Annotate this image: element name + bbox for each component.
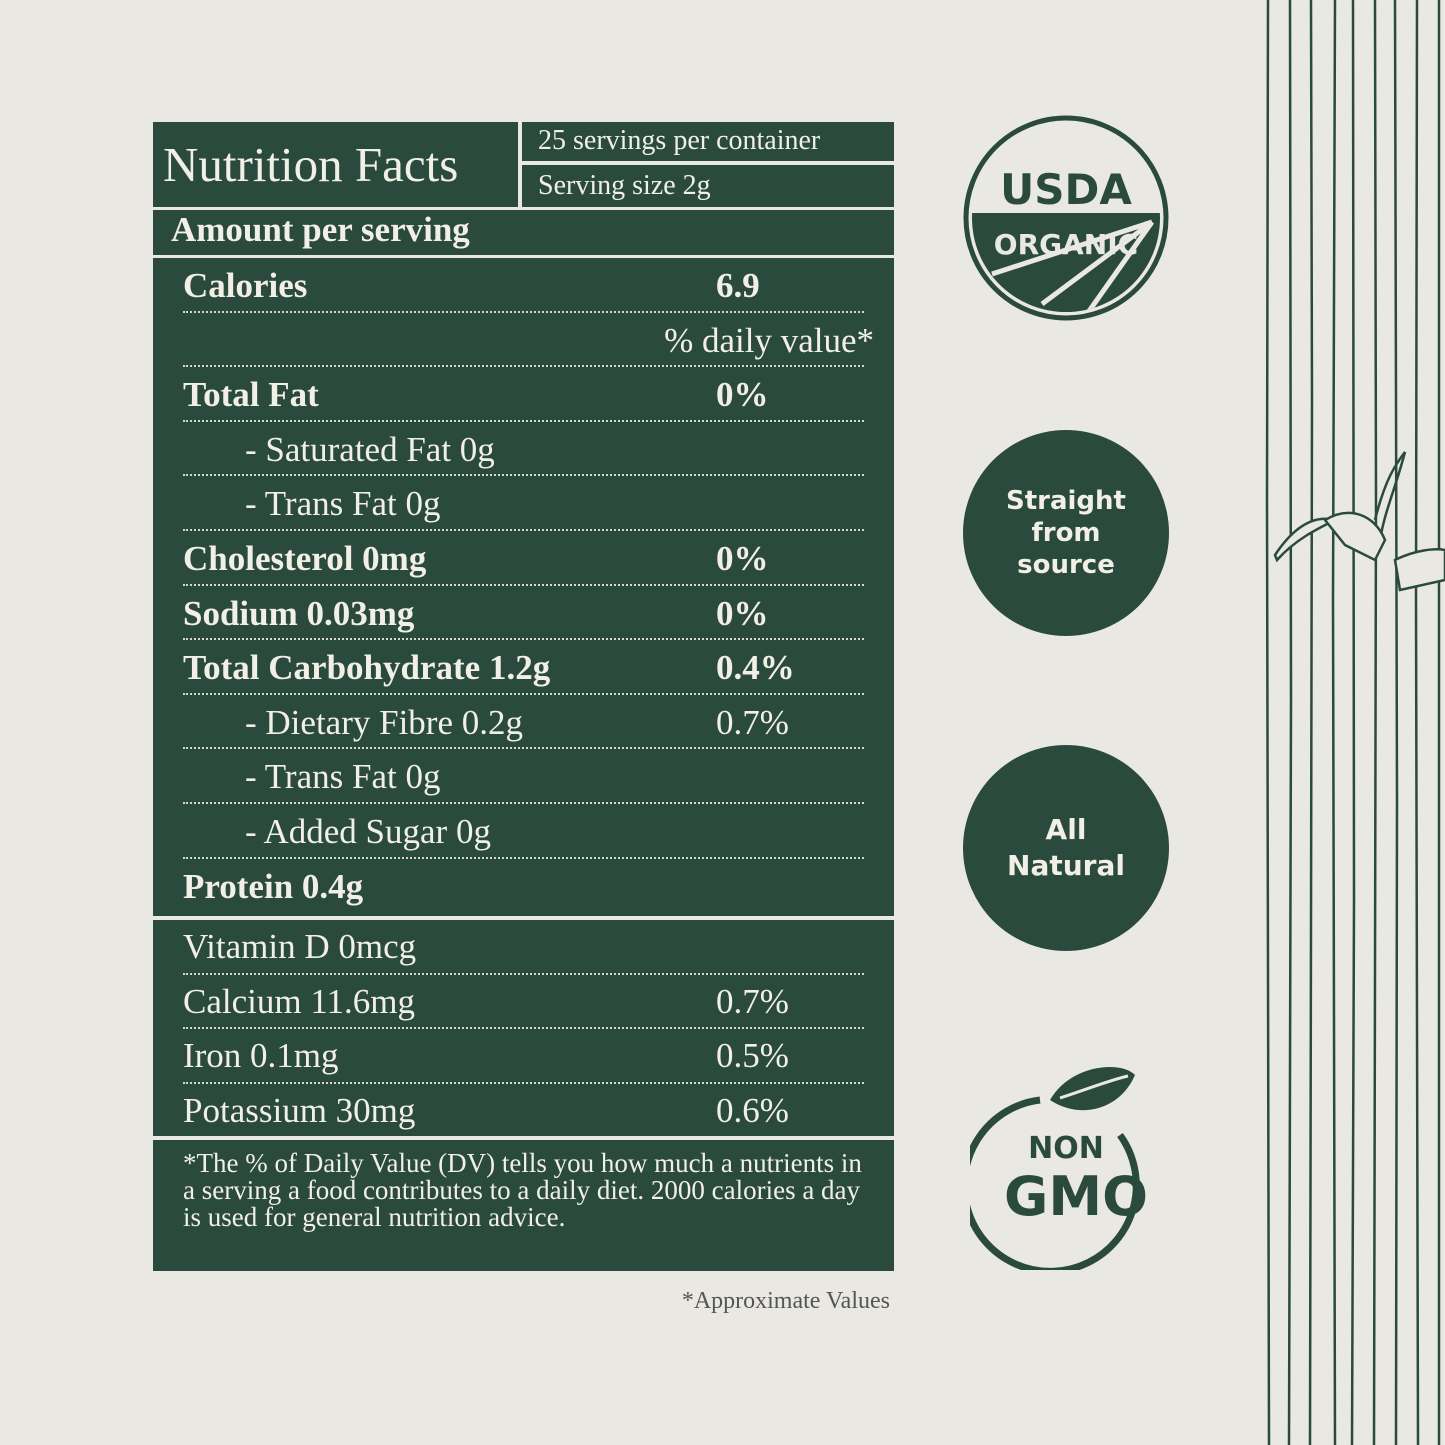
nutrient-row: Cholesterol 0mg 0% xyxy=(183,531,864,586)
badge-line: source xyxy=(1017,550,1115,580)
nutrient-label: Total Fat xyxy=(183,375,319,415)
nutrient-row: Potassium 30mg 0.6% xyxy=(183,1084,864,1139)
nutrient-label: Cholesterol 0mg xyxy=(183,538,427,578)
nutrient-row: Total Fat 0% xyxy=(183,367,864,422)
all-natural-badge: All Natural xyxy=(963,745,1169,951)
badge-line: All xyxy=(1045,813,1087,846)
nutrient-value: 6.9 xyxy=(716,266,760,305)
nutrient-row: - Trans Fat 0g xyxy=(183,476,864,531)
nutrient-label: Protein 0.4g xyxy=(183,866,364,906)
nutrient-row: - Added Sugar 0g xyxy=(183,804,864,859)
non-text: NON xyxy=(1028,1131,1104,1166)
nutrient-row: Vitamin D 0mcg xyxy=(183,920,864,975)
nutrient-row: - Saturated Fat 0g xyxy=(183,422,864,477)
nutrient-label: - Added Sugar 0g xyxy=(245,811,491,851)
nutrient-row: - Trans Fat 0g xyxy=(183,749,864,804)
vitamin-table: Vitamin D 0mcg Calcium 11.6mg 0.7% Iron 0.1… xyxy=(153,920,894,1136)
amount-per-serving: Amount per serving xyxy=(153,210,894,255)
nutrient-value: 0.7% xyxy=(716,981,789,1021)
nutrient-value: 0% xyxy=(716,538,769,578)
nutrition-facts-title: Nutrition Facts xyxy=(153,122,518,207)
badge-line: Straight xyxy=(1006,486,1126,516)
nutrient-value: 0% xyxy=(716,593,769,633)
nutrient-label: Calcium 11.6mg xyxy=(183,981,416,1021)
nutrient-value: 0.4% xyxy=(716,648,795,688)
nutrient-row: Iron 0.1mg 0.5% xyxy=(183,1029,864,1084)
nutrient-value: 0.6% xyxy=(716,1090,789,1130)
straight-from-source-badge: Straight from source xyxy=(963,430,1169,636)
nutrient-label: Total Carbohydrate 1.2g xyxy=(183,648,551,688)
bamboo-illustration xyxy=(1265,0,1445,1445)
nutrient-label: Sodium 0.03mg xyxy=(183,593,415,633)
nutrient-row: Sodium 0.03mg 0% xyxy=(183,586,864,641)
usda-organic-icon: USDA ORGANIC xyxy=(963,115,1169,321)
nutrient-label: - Saturated Fat 0g xyxy=(245,429,495,469)
nutrient-row: Protein 0.4g xyxy=(183,859,864,914)
organic-text: ORGANIC xyxy=(994,228,1138,261)
badge-line: from xyxy=(1031,518,1101,548)
nutrient-value: 0.7% xyxy=(716,702,789,742)
daily-value-row: % daily value* xyxy=(183,313,874,368)
serving-size: Serving size 2g xyxy=(522,165,894,207)
nutrient-label: - Dietary Fibre 0.2g xyxy=(245,702,523,742)
nutrient-label: Iron 0.1mg xyxy=(183,1036,339,1076)
footnote: *The % of Daily Value (DV) tells you how… xyxy=(153,1140,894,1271)
approximate-note: *Approximate Values xyxy=(681,1288,890,1314)
nutrient-row: Calories 6.9 xyxy=(183,258,864,313)
nutrient-label: Vitamin D 0mcg xyxy=(183,927,417,966)
daily-value-header: % daily value* xyxy=(664,320,874,360)
nutrient-label: - Trans Fat 0g xyxy=(245,757,441,797)
nutrient-label: Calories xyxy=(183,266,308,305)
nutrient-label: Potassium 30mg xyxy=(183,1090,416,1130)
nutrient-label: - Trans Fat 0g xyxy=(245,484,441,524)
badge-line: Natural xyxy=(1007,849,1125,882)
non-gmo-icon: NON GMO xyxy=(970,1067,1148,1270)
nutrient-value: 0.5% xyxy=(716,1036,789,1076)
nutrient-row: Calcium 11.6mg 0.7% xyxy=(183,975,864,1030)
gmo-text: GMO xyxy=(1004,1165,1148,1228)
servings-per-container: 25 servings per container xyxy=(522,122,894,161)
nutrient-table: Calories 6.9 % daily value* Total Fat 0% - Sa… xyxy=(153,258,894,916)
nutrient-row: Total Carbohydrate 1.2g 0.4% xyxy=(183,640,864,695)
nutrient-row: - Dietary Fibre 0.2g 0.7% xyxy=(183,695,864,750)
usda-text: USDA xyxy=(1000,165,1132,214)
nutrient-value: 0% xyxy=(716,375,769,415)
